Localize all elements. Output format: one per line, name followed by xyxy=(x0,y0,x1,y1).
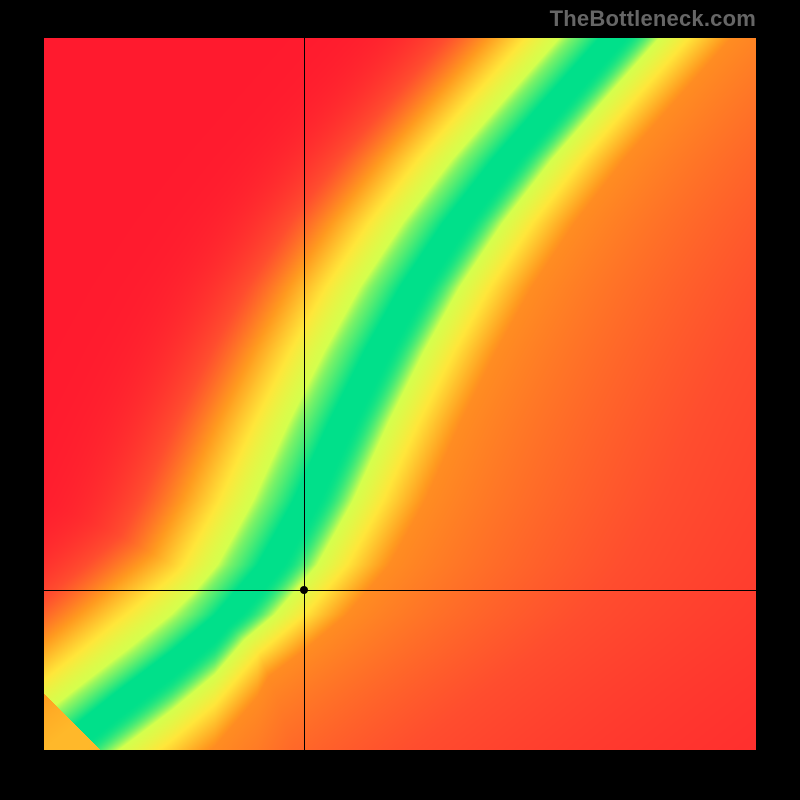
chart-container: { "watermark": { "text": "TheBottleneck.… xyxy=(0,0,800,800)
watermark-text: TheBottleneck.com xyxy=(550,6,756,32)
heatmap-plot xyxy=(44,38,756,750)
crosshair-vertical xyxy=(304,38,305,750)
crosshair-marker xyxy=(300,586,308,594)
heatmap-canvas xyxy=(44,38,756,750)
crosshair-horizontal xyxy=(44,590,756,591)
